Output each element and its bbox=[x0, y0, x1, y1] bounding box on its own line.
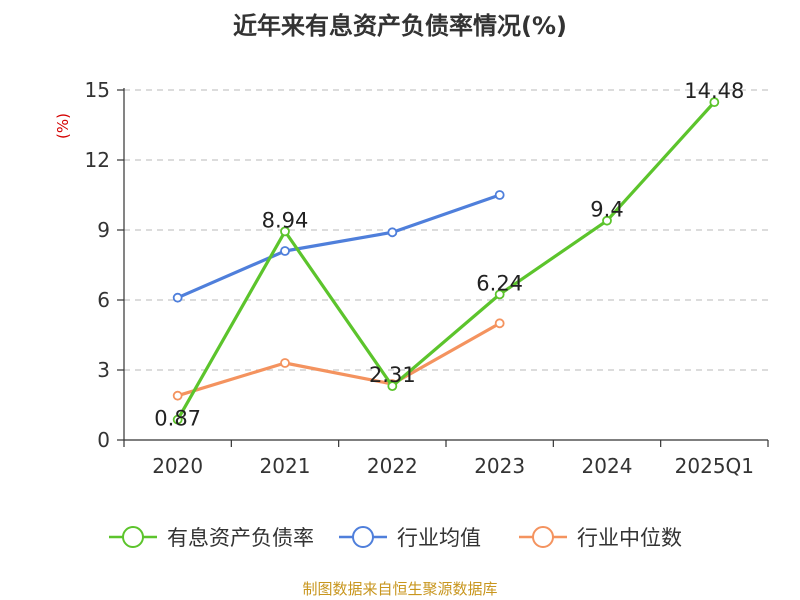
y-tick-label: 3 bbox=[97, 358, 110, 382]
legend-item: 行业均值 bbox=[339, 526, 481, 550]
series-point bbox=[494, 190, 505, 200]
y-tick-label: 6 bbox=[97, 288, 110, 312]
series-point bbox=[280, 226, 290, 237]
y-tick-label: 0 bbox=[97, 428, 110, 452]
chart-title: 近年来有息资产负债率情况(%) bbox=[233, 12, 567, 40]
source-label: 制图数据来自恒生聚源数据库 bbox=[302, 580, 497, 598]
data-label: 8.94 bbox=[262, 208, 309, 232]
data-label: 2.31 bbox=[369, 363, 416, 387]
legend-item: 有息资产负债率 bbox=[109, 526, 314, 550]
series-point bbox=[494, 318, 505, 329]
x-tick-label: 2020 bbox=[152, 454, 203, 478]
data-label-layer: 0.87 8.94 2.31 6.24 9.4 14.48 bbox=[154, 79, 744, 431]
axis-layer: 0 3 6 9 12 15 2020 2021 2022 2023 2024 2025Q1 bbox=[85, 78, 769, 478]
series-point bbox=[280, 246, 290, 256]
series-point bbox=[172, 292, 183, 303]
y-axis-unit-label: (%) bbox=[54, 113, 72, 139]
legend-marker bbox=[352, 526, 374, 548]
legend: 有息资产负债率 行业均值 行业中位数 bbox=[109, 526, 682, 550]
y-tick-label: 15 bbox=[85, 78, 110, 102]
legend-marker bbox=[122, 526, 144, 548]
x-tick-label: 2025Q1 bbox=[675, 454, 754, 478]
x-tick-label: 2024 bbox=[582, 454, 633, 478]
grid-layer bbox=[124, 89, 768, 371]
legend-marker bbox=[532, 526, 554, 548]
series-line bbox=[177, 321, 501, 398]
series-point bbox=[172, 390, 183, 401]
legend-label: 行业中位数 bbox=[577, 526, 682, 550]
data-label: 9.4 bbox=[590, 198, 623, 222]
x-tick-label: 2023 bbox=[474, 454, 525, 478]
legend-label: 行业均值 bbox=[397, 526, 481, 550]
series-point bbox=[709, 97, 720, 108]
data-label: 6.24 bbox=[476, 271, 523, 295]
series-line bbox=[176, 101, 716, 421]
series-point bbox=[387, 381, 398, 392]
x-tick-label: 2022 bbox=[367, 454, 418, 478]
series-layer bbox=[172, 97, 720, 425]
y-tick-label: 9 bbox=[97, 218, 110, 242]
y-tick-label: 12 bbox=[85, 148, 110, 172]
series-point bbox=[602, 215, 612, 226]
series-line bbox=[177, 193, 501, 300]
legend-label: 有息资产负债率 bbox=[167, 526, 314, 550]
series-point bbox=[280, 358, 290, 368]
series-point bbox=[172, 414, 183, 425]
legend-item: 行业中位数 bbox=[519, 526, 682, 550]
data-label: 0.87 bbox=[154, 407, 201, 431]
series-point bbox=[494, 289, 505, 300]
data-label: 14.48 bbox=[684, 79, 744, 103]
x-tick-label: 2021 bbox=[260, 454, 311, 478]
series-point bbox=[387, 227, 398, 238]
